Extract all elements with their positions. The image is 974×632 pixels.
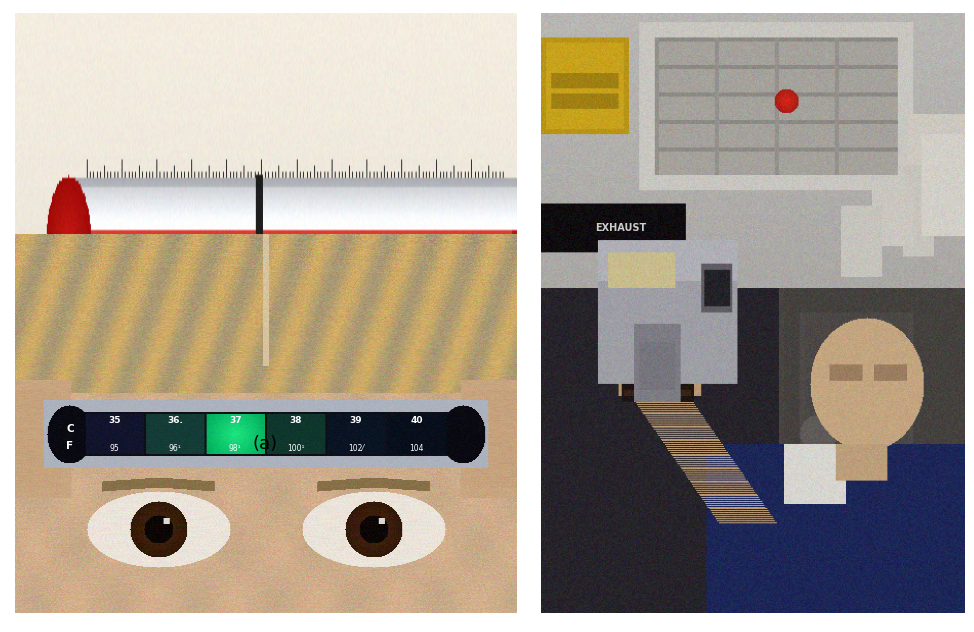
Text: 40: 40: [410, 416, 423, 425]
Text: 96¹: 96¹: [169, 444, 181, 453]
Text: F: F: [66, 441, 73, 451]
Text: 102⁄: 102⁄: [348, 444, 364, 453]
Text: 35: 35: [108, 416, 121, 425]
Text: 100¹: 100¹: [287, 444, 304, 453]
Text: 37: 37: [229, 416, 242, 425]
Text: (a): (a): [253, 494, 278, 512]
Text: 36.: 36.: [167, 416, 183, 425]
Text: C: C: [66, 424, 74, 434]
Text: EXHAUST: EXHAUST: [595, 223, 647, 233]
Text: (a): (a): [253, 435, 278, 453]
Text: 39: 39: [350, 416, 362, 425]
Text: 95: 95: [109, 444, 119, 453]
Text: 38: 38: [289, 416, 302, 425]
Text: 104: 104: [409, 444, 424, 453]
Text: 98¹: 98¹: [229, 444, 242, 453]
